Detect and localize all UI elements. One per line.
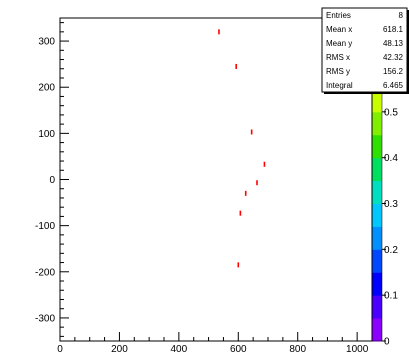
y-tick-label: 0 (49, 175, 55, 186)
y-tick-label: 300 (38, 37, 55, 48)
stats-value: 8 (399, 11, 404, 20)
stats-label: Mean x (326, 25, 352, 34)
y-tick-label: 200 (38, 83, 55, 94)
data-point (235, 63, 238, 69)
stats-value: 48.13 (383, 39, 404, 48)
data-point (237, 262, 240, 268)
colorbar-segment (372, 226, 382, 250)
x-tick-label: 600 (230, 344, 247, 355)
colorbar-segment (372, 318, 382, 342)
stats-label: Integral (326, 81, 353, 90)
colorbar-tick-label: 0 (384, 337, 390, 348)
colorbar-tick-label: 0.1 (384, 291, 398, 302)
colorbar-tick-label: 0.2 (384, 245, 398, 256)
x-tick-label: 200 (111, 344, 128, 355)
stats-value: 618.1 (383, 25, 404, 34)
colorbar-tick-label: 0.3 (384, 199, 398, 210)
stats-label: Mean y (326, 39, 352, 48)
data-points (218, 29, 266, 268)
x-tick-label: 0 (57, 344, 63, 355)
data-point (244, 190, 247, 196)
y-tick-label: -300 (35, 313, 55, 324)
colorbar-segment (372, 180, 382, 204)
colorbar-segment (372, 111, 382, 136)
y-tick-label: 100 (38, 129, 55, 140)
data-point (263, 161, 266, 167)
stats-value: 6.465 (383, 81, 404, 90)
x-tick-label: 800 (289, 344, 306, 355)
stats-label: Entries (326, 11, 351, 20)
stats-label: RMS y (326, 67, 350, 76)
data-point (250, 129, 253, 135)
colorbar-tick-label: 0.5 (384, 107, 398, 118)
x-tick-label: 400 (171, 344, 188, 355)
colorbar-segment (372, 272, 382, 296)
stats-box: Entries 8 Mean x 618.1 Mean y 48.13 RMS x 42.32… (321, 7, 409, 94)
x-tick-label: 1000 (346, 344, 369, 355)
colorbar-segment (372, 295, 382, 319)
colorbar-segment (372, 134, 382, 159)
colorbar-segment (372, 88, 382, 113)
colorbar: 0 0.1 0.2 0.3 0.4 0.5 (371, 65, 398, 348)
colorbar-tick-label: 0.4 (384, 153, 398, 164)
colorbar-segment (372, 157, 382, 182)
y-tick-label: -200 (35, 267, 55, 278)
axes: 0 200 400 600 800 1000 -300 -200 -100 0 100 200 300 (35, 22, 373, 355)
stats-value: 42.32 (383, 53, 404, 62)
colorbar-segment (372, 203, 382, 227)
colorbar-segment (372, 249, 382, 273)
stats-box-frame (321, 7, 408, 93)
stats-label: RMS x (326, 53, 350, 62)
data-point (239, 210, 242, 216)
stats-value: 156.2 (383, 67, 404, 76)
data-point (218, 29, 220, 35)
data-point (256, 180, 258, 186)
y-tick-label: -100 (35, 221, 55, 232)
